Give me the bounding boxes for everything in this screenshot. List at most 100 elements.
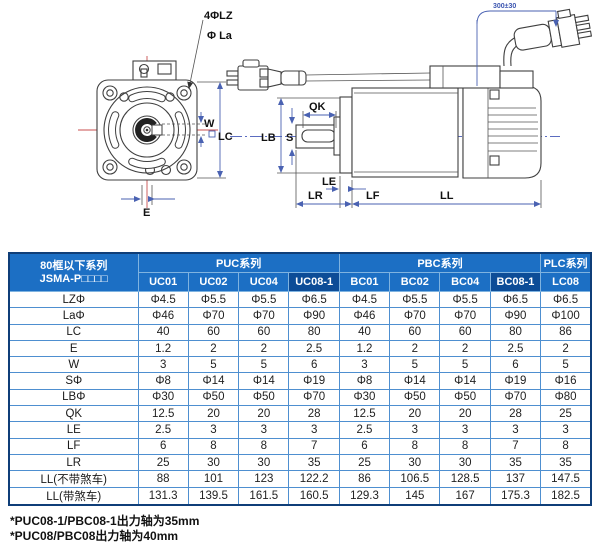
model-column-header-8: LC08 [540,272,592,292]
cell-6-5: Φ50 [389,388,441,407]
row-label-5: SΦ [8,372,139,390]
cell-5-4: Φ8 [338,372,391,390]
table-row: SΦ Φ8 Φ14 Φ14 Φ19 Φ8 Φ14 Φ14 Φ19 Φ16 [8,372,592,390]
cell-0-3: Φ6.5 [288,290,340,309]
cell-4-3: 6 [288,356,340,374]
power-cable-connector [503,8,593,67]
cell-5-5: Φ14 [389,372,441,390]
cell-9-5: 8 [389,437,441,455]
cell-12-2: 161.5 [238,487,290,506]
cell-7-7: 28 [489,405,542,423]
label-S: S [286,132,293,144]
model-column-header-5: BC02 [389,272,441,292]
cell-5-8: Φ16 [540,372,592,390]
cell-11-6: 128.5 [439,470,491,489]
cell-12-6: 167 [439,487,491,506]
corner-header: 80框以下系列 JSMA-P□□□□ [8,252,139,292]
cell-9-7: 7 [489,437,542,455]
cell-6-3: Φ70 [288,388,340,407]
cell-1-1: Φ70 [187,307,240,325]
cell-11-3: 122.2 [288,470,340,489]
cell-8-1: 3 [187,421,240,439]
cell-3-7: 2.5 [489,339,542,358]
cell-8-7: 3 [489,421,542,439]
cell-1-5: Φ70 [389,307,441,325]
cell-1-0: Φ46 [137,307,189,325]
model-column-header-3: UC08-1 [288,272,340,292]
cell-12-0: 131.3 [137,487,189,506]
spec-table-head: 80框以下系列 JSMA-P□□□□ PUC系列 PBC系列 PLC系列 UC01 UC02… [8,252,592,292]
cell-2-2: 60 [238,323,290,341]
footnote-2: *PUC08/PBC08出力轴为40mm [10,529,179,543]
cell-0-6: Φ5.5 [439,290,491,309]
row-label-12: LL(带煞车) [8,487,139,506]
cell-1-3: Φ90 [288,307,340,325]
cell-7-0: 12.5 [137,405,189,423]
cell-7-3: 28 [288,405,340,423]
cell-10-1: 30 [187,453,240,472]
row-label-2: LC [8,323,139,341]
row-label-7: QK [8,405,139,423]
cell-6-4: Φ30 [338,388,391,407]
bolt-holes [102,85,192,176]
series-group-header-1: PBC系列 [338,252,542,273]
cell-11-4: 86 [338,470,391,489]
cell-7-2: 20 [238,405,290,423]
cell-11-8: 147.5 [540,470,592,489]
cell-8-6: 3 [439,421,491,439]
cell-0-8: Φ6.5 [540,290,592,309]
cell-4-6: 5 [439,356,491,374]
label-phi-La: Φ La [207,30,233,42]
cell-8-8: 3 [540,421,592,439]
cell-10-6: 30 [439,453,491,472]
cell-9-6: 8 [439,437,491,455]
table-row: LC 40 60 60 80 40 60 60 80 86 [8,323,592,341]
cell-2-7: 80 [489,323,542,341]
model-column-header-4: BC01 [338,272,391,292]
cell-12-1: 139.5 [187,487,240,506]
cell-6-7: Φ70 [489,388,542,407]
row-label-3: E [8,339,139,358]
dim-LE: LE [322,176,366,208]
cell-11-5: 106.5 [389,470,441,489]
cell-10-0: 25 [137,453,189,472]
row-label-1: LaΦ [8,307,139,325]
cell-7-4: 12.5 [338,405,391,423]
cell-9-8: 8 [540,437,592,455]
cell-8-0: 2.5 [137,421,189,439]
callout-holes: 4ΦLZ Φ La [187,10,233,89]
cell-0-2: Φ5.5 [238,290,290,309]
flange-outer-circle [103,86,191,174]
cell-10-2: 30 [238,453,290,472]
cell-3-8: 2 [540,339,592,358]
dim-bottom: LR LF LL [295,150,542,208]
cell-6-0: Φ30 [137,388,189,407]
cell-3-1: 2 [187,339,240,358]
row-label-8: LE [8,421,139,439]
cell-0-0: Φ4.5 [137,290,189,309]
cell-0-5: Φ5.5 [389,290,441,309]
table-row: LL(带煞车) 131.3 139.5 161.5 160.5 129.3 145 167 17… [8,487,592,506]
model-column-header-0: UC01 [137,272,189,292]
dim-cable-length: 300±30 [476,3,559,86]
arc-slots [108,91,186,169]
row-label-4: W [8,356,139,374]
cell-4-8: 5 [540,356,592,374]
cell-5-2: Φ14 [238,372,290,390]
cell-9-1: 8 [187,437,240,455]
cell-2-8: 86 [540,323,592,341]
cell-6-6: Φ50 [439,388,491,407]
cell-4-5: 5 [389,356,441,374]
rear-housing [462,85,542,179]
label-LL: LL [440,190,454,202]
dim-QK: QK [302,101,337,128]
cell-8-2: 3 [238,421,290,439]
cell-12-8: 182.5 [540,487,592,506]
encoder-cable-connector [226,59,431,91]
cell-3-0: 1.2 [137,339,189,358]
cell-2-1: 60 [187,323,240,341]
row-label-0: LZΦ [8,290,139,309]
cell-5-6: Φ14 [439,372,491,390]
cell-7-5: 20 [389,405,441,423]
